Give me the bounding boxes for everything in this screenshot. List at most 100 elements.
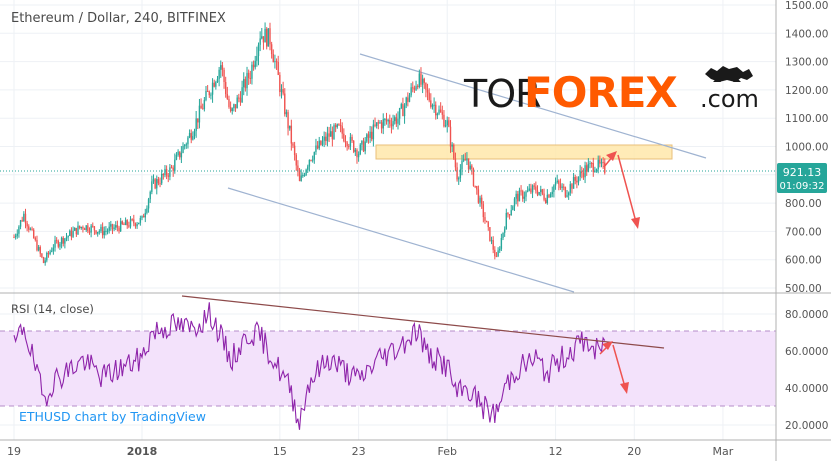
candle-body xyxy=(590,163,593,165)
candle-body xyxy=(407,97,409,102)
candle-body xyxy=(287,112,289,129)
candle-body xyxy=(295,155,297,166)
last-price-value: 921.13 xyxy=(783,166,822,179)
candle-body xyxy=(316,145,319,149)
candle-body xyxy=(341,126,343,134)
candle-body xyxy=(70,230,73,237)
candle-body xyxy=(436,113,439,116)
time-axis[interactable]: 19 2018 15 23 Feb 12 20 Mar xyxy=(7,445,734,458)
price-axis-tick: 1200.00 xyxy=(785,85,828,97)
candle-body xyxy=(183,145,186,147)
candle-body xyxy=(26,223,28,227)
candle-body xyxy=(98,231,101,233)
candle-body xyxy=(464,159,466,161)
candle-body xyxy=(85,225,87,230)
candle-body xyxy=(589,163,591,165)
candle-body xyxy=(344,141,347,143)
tradingview-attribution[interactable]: ETHUSD chart by TradingView xyxy=(19,409,206,424)
candle-body xyxy=(80,226,82,229)
candle-body xyxy=(525,191,527,197)
candle-body xyxy=(243,79,245,88)
price-axis-tick: 700.00 xyxy=(785,226,822,238)
candle-body xyxy=(307,166,309,170)
candle-body xyxy=(438,109,440,114)
candle-body xyxy=(37,247,40,251)
time-axis-tick: 2018 xyxy=(127,445,158,458)
candle-body xyxy=(269,28,271,45)
candle-body xyxy=(517,193,519,202)
candle-body xyxy=(518,190,521,202)
candle-body xyxy=(288,125,291,129)
rsi-title: RSI (14, close) xyxy=(11,302,94,316)
candle-body xyxy=(147,199,150,209)
candle-body xyxy=(247,72,250,78)
candle-body xyxy=(57,241,60,247)
candle-body xyxy=(494,249,496,257)
candle-body xyxy=(443,114,445,127)
candle-body xyxy=(264,28,266,43)
candle-body xyxy=(164,168,166,176)
candle-body xyxy=(52,247,55,251)
candle-body xyxy=(508,214,511,216)
candle-body xyxy=(290,125,293,144)
candle-body xyxy=(139,218,142,223)
candle-body xyxy=(297,165,299,172)
rsi-axis-tick: 80.0000 xyxy=(785,309,828,321)
candle-body xyxy=(579,171,581,177)
candle-body xyxy=(285,112,288,115)
candle-body xyxy=(270,44,273,55)
candle-body xyxy=(19,220,22,227)
candle-body xyxy=(500,238,503,249)
candle-body xyxy=(210,94,212,96)
candle-body xyxy=(600,161,603,164)
last-price-tag-box xyxy=(777,163,827,193)
candle-body xyxy=(459,169,462,179)
candle-body xyxy=(558,180,560,185)
candle-body xyxy=(479,197,481,203)
candle-body xyxy=(346,142,348,147)
candle-body xyxy=(480,197,483,205)
candle-body xyxy=(252,64,255,68)
candle-body xyxy=(472,168,475,186)
candle-body xyxy=(372,124,375,140)
candle-body xyxy=(55,240,58,242)
last-price-tag: 921.13 01:09:32 xyxy=(777,163,827,193)
price-arrow-up-head xyxy=(606,151,617,161)
candle-body xyxy=(174,159,176,171)
candle-body xyxy=(354,149,357,152)
rsi-axis-tick: 40.0000 xyxy=(785,383,828,395)
candle-body xyxy=(405,97,407,106)
candle-body xyxy=(14,235,17,238)
time-axis-tick: Mar xyxy=(713,445,734,458)
candle-body xyxy=(553,185,555,192)
candle-body xyxy=(604,162,606,173)
candle-body xyxy=(279,74,281,93)
candle-body xyxy=(302,175,304,177)
candle-body xyxy=(77,225,79,235)
candle-body xyxy=(51,250,53,252)
candle-body xyxy=(582,173,585,178)
candle-body xyxy=(284,93,286,115)
candle-body xyxy=(540,189,542,192)
candle-body xyxy=(170,167,173,169)
candle-body xyxy=(492,240,494,250)
price-axis[interactable]: 1500.00 1400.00 1300.00 1200.00 1100.00 1000.… xyxy=(785,0,828,295)
candle-body xyxy=(336,124,338,128)
rsi-band xyxy=(0,331,776,406)
candle-body xyxy=(458,178,460,180)
candle-body xyxy=(182,146,184,153)
rsi-axis[interactable]: 80.0000 60.0000 40.0000 20.0000 xyxy=(785,309,828,432)
candle-body xyxy=(351,136,353,141)
candle-body xyxy=(416,86,419,88)
candle-body xyxy=(446,120,448,126)
candle-body xyxy=(16,233,18,236)
candle-body xyxy=(239,97,242,103)
candle-body xyxy=(507,212,509,215)
candle-body xyxy=(522,191,524,199)
candle-body xyxy=(520,190,522,192)
candle-body xyxy=(435,104,437,116)
candle-body xyxy=(375,122,378,126)
candle-body xyxy=(75,227,78,235)
candle-body xyxy=(403,105,406,117)
candle-body xyxy=(548,194,550,198)
